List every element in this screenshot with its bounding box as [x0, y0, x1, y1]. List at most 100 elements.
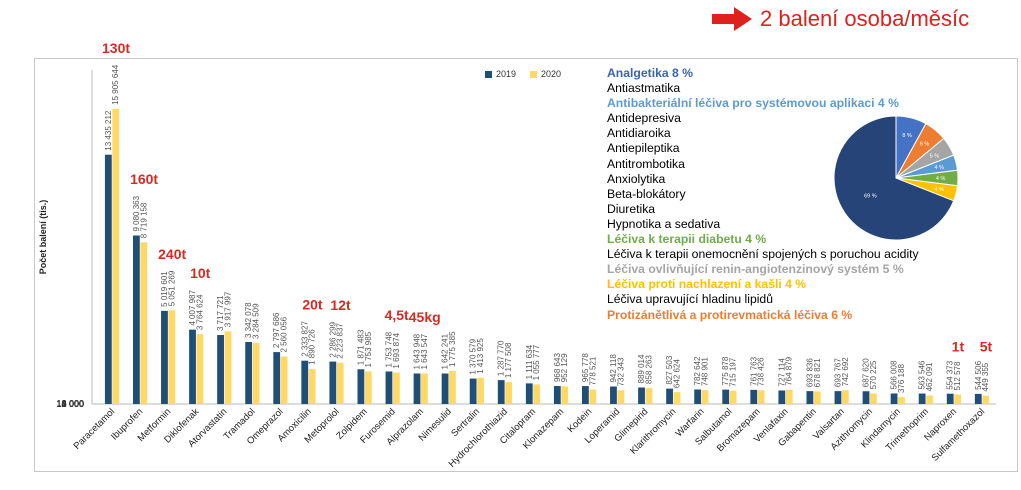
bar-2020 [224, 331, 232, 404]
weight-annotation: 12t [330, 297, 351, 313]
bar-2020 [364, 371, 372, 404]
bar-2020 [757, 390, 765, 404]
legend-label-2019: 2019 [496, 69, 517, 79]
bar-value-label: 1 413 925 [476, 338, 485, 374]
y-tick-label: 10 000 [56, 399, 84, 409]
bar-value-label: 376 188 [897, 364, 906, 393]
y-tick-label: 2 000 [61, 399, 84, 409]
bar-value-label: 570 225 [869, 360, 878, 389]
pie-slice-label: 8 % [902, 133, 912, 139]
bar-value-label: 1 055 777 [532, 344, 541, 380]
bar-value-label: 2 560 056 [280, 316, 289, 352]
pie-slice-label: 4 % [934, 187, 944, 193]
bar-2020 [308, 368, 316, 404]
bar-value-label: 13 435 212 [104, 110, 113, 151]
x-tick-label: Paracetamol [72, 406, 117, 451]
bar-value-label: 512 578 [953, 361, 962, 390]
bar-value-label: 462 091 [925, 362, 934, 391]
chart-frame [34, 58, 1018, 472]
pie-slice [833, 115, 955, 241]
bar-2020 [196, 334, 204, 404]
bar-value-label: 15 905 644 [111, 64, 120, 105]
y-tick-label: 16 000 [56, 399, 84, 409]
bar-2019 [610, 386, 617, 404]
red-arrow-icon [712, 7, 752, 31]
bar-2019 [974, 393, 982, 404]
bar-value-label: 942 118 [609, 354, 618, 383]
bar-2019 [357, 369, 365, 404]
bar-value-label: 1 287 770 [497, 340, 506, 376]
bar-2019 [525, 383, 533, 404]
bar-2019 [161, 310, 168, 404]
bar-2019 [469, 378, 477, 404]
bar-2019 [722, 389, 730, 404]
bar-value-label: 693 836 [805, 358, 814, 387]
bar-value-label: 9 080 363 [132, 195, 141, 231]
bar-value-label: 775 878 [721, 356, 730, 385]
bar-value-label: 5 051 269 [167, 270, 176, 306]
bar-2020 [589, 389, 597, 404]
bar-2020 [645, 388, 653, 404]
bar-2019 [638, 387, 645, 404]
legend-swatch-2020 [530, 70, 538, 78]
bar-2019 [245, 341, 253, 404]
legend-label-2020: 2020 [541, 69, 562, 79]
bar-value-label: 1 643 948 [413, 333, 422, 369]
bar-2020 [112, 108, 120, 404]
bar-value-label: 738 426 [757, 357, 766, 386]
bar-2019 [834, 391, 842, 404]
bar-value-label: 1 871 483 [356, 329, 365, 365]
bar-2020 [336, 362, 344, 404]
weight-annotation: 240t [158, 246, 186, 262]
bar-value-label: 1 111 634 [525, 344, 534, 379]
bar-2020 [421, 373, 428, 404]
bar-value-label: 3 717 721 [216, 295, 225, 331]
category-item: Anxiolytika [607, 171, 666, 186]
category-item: Léčiva k terapii diabetu 4 % [607, 232, 767, 247]
category-item: Beta-blokátory [607, 186, 686, 201]
bar-2019 [273, 352, 281, 404]
bar-2019 [413, 373, 421, 404]
y-tick-label: 8 000 [61, 399, 84, 409]
bar-2020 [673, 392, 681, 404]
weight-annotation: 10t [190, 265, 211, 281]
bar-2019 [189, 329, 196, 404]
bar-value-label: 3 284 509 [252, 303, 261, 339]
weight-annotation: 4,5t [385, 307, 409, 323]
bar-value-label: 2 797 686 [272, 312, 281, 348]
category-item: Antibakteriální léčiva pro systémovou ap… [607, 96, 899, 111]
bar-2019 [750, 389, 758, 404]
bar-value-label: 3 917 997 [223, 291, 232, 327]
bar-value-label: 678 821 [813, 358, 822, 387]
bar-value-label: 782 642 [693, 356, 702, 385]
category-item: Hypnotika a sedativa [607, 216, 721, 231]
bar-value-label: 1 753 985 [364, 331, 373, 367]
bar-value-label: 554 373 [946, 360, 955, 389]
bar-2020 [449, 371, 456, 404]
category-item: Antitrombotika [607, 156, 685, 171]
weight-annotation: 1t [952, 339, 965, 355]
bar-2019 [497, 380, 505, 404]
bar-value-label: 742 692 [841, 357, 850, 386]
y-tick-label: 18 000 [56, 399, 84, 409]
pie-slice-label: 69 % [864, 193, 877, 199]
bar-2019 [581, 386, 589, 404]
bar-2020 [533, 384, 541, 404]
category-item: Léčiva k terapii onemocnění spojených s … [607, 247, 919, 262]
bar-2019 [918, 393, 926, 404]
category-item: Protizánětlivá a protirevmatická léčiva … [607, 307, 853, 322]
bar-value-label: 2 223 837 [336, 323, 345, 359]
bar-2020 [813, 391, 821, 404]
bar-value-label: 3 764 624 [195, 294, 204, 330]
category-item: Antidepresiva [607, 111, 681, 126]
bar-2019 [694, 389, 702, 404]
weight-annotation: 130t [102, 40, 130, 56]
bar-value-label: 858 263 [644, 355, 653, 384]
bar-value-label: 1 642 241 [441, 333, 450, 369]
y-tick-label: 0 [79, 399, 84, 409]
bar-2020 [561, 386, 569, 404]
bar-2019 [946, 393, 954, 404]
bar-value-label: 1 693 874 [392, 332, 401, 368]
headline: 2 balení osoba/měsíc [712, 4, 969, 34]
